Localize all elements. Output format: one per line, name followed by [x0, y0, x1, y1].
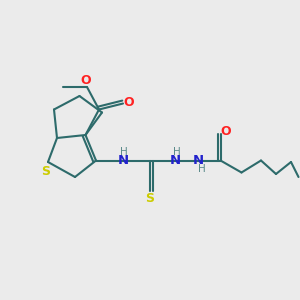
Text: N: N: [192, 154, 204, 167]
Text: N: N: [170, 154, 181, 167]
Text: O: O: [80, 74, 91, 87]
Text: O: O: [220, 124, 231, 138]
Text: H: H: [172, 147, 180, 157]
Text: H: H: [198, 164, 206, 174]
Text: S: S: [146, 192, 154, 206]
Text: H: H: [120, 147, 128, 157]
Text: S: S: [41, 165, 50, 178]
Text: O: O: [123, 95, 134, 109]
Text: N: N: [117, 154, 129, 167]
